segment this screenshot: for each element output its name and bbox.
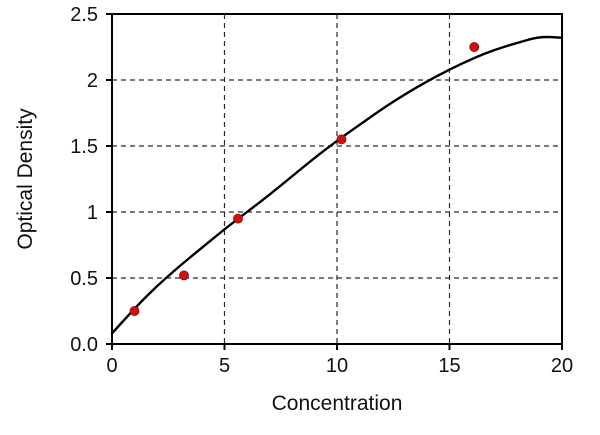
data-point [179,270,189,281]
x-tick-label: 0 [106,355,117,377]
x-tick-label: 5 [219,355,230,377]
y-tick-label: 0.0 [70,334,98,356]
x-tick-label: 15 [438,355,460,377]
y-axis-label: Optical Density [14,108,37,250]
data-point [336,134,347,145]
data-point [129,306,140,316]
y-tick-label: 2 [87,70,98,92]
y-tick-label: 0.5 [70,268,98,290]
x-tick-label: 10 [326,355,348,377]
y-tick-label: 2.5 [70,4,98,26]
x-tick-label: 20 [551,355,573,377]
data-point [233,213,243,224]
y-tick-label: 1.5 [70,136,98,158]
y-tick-label: 1 [87,202,98,224]
x-axis-label: Concentration [272,392,403,415]
data-point [469,42,480,52]
